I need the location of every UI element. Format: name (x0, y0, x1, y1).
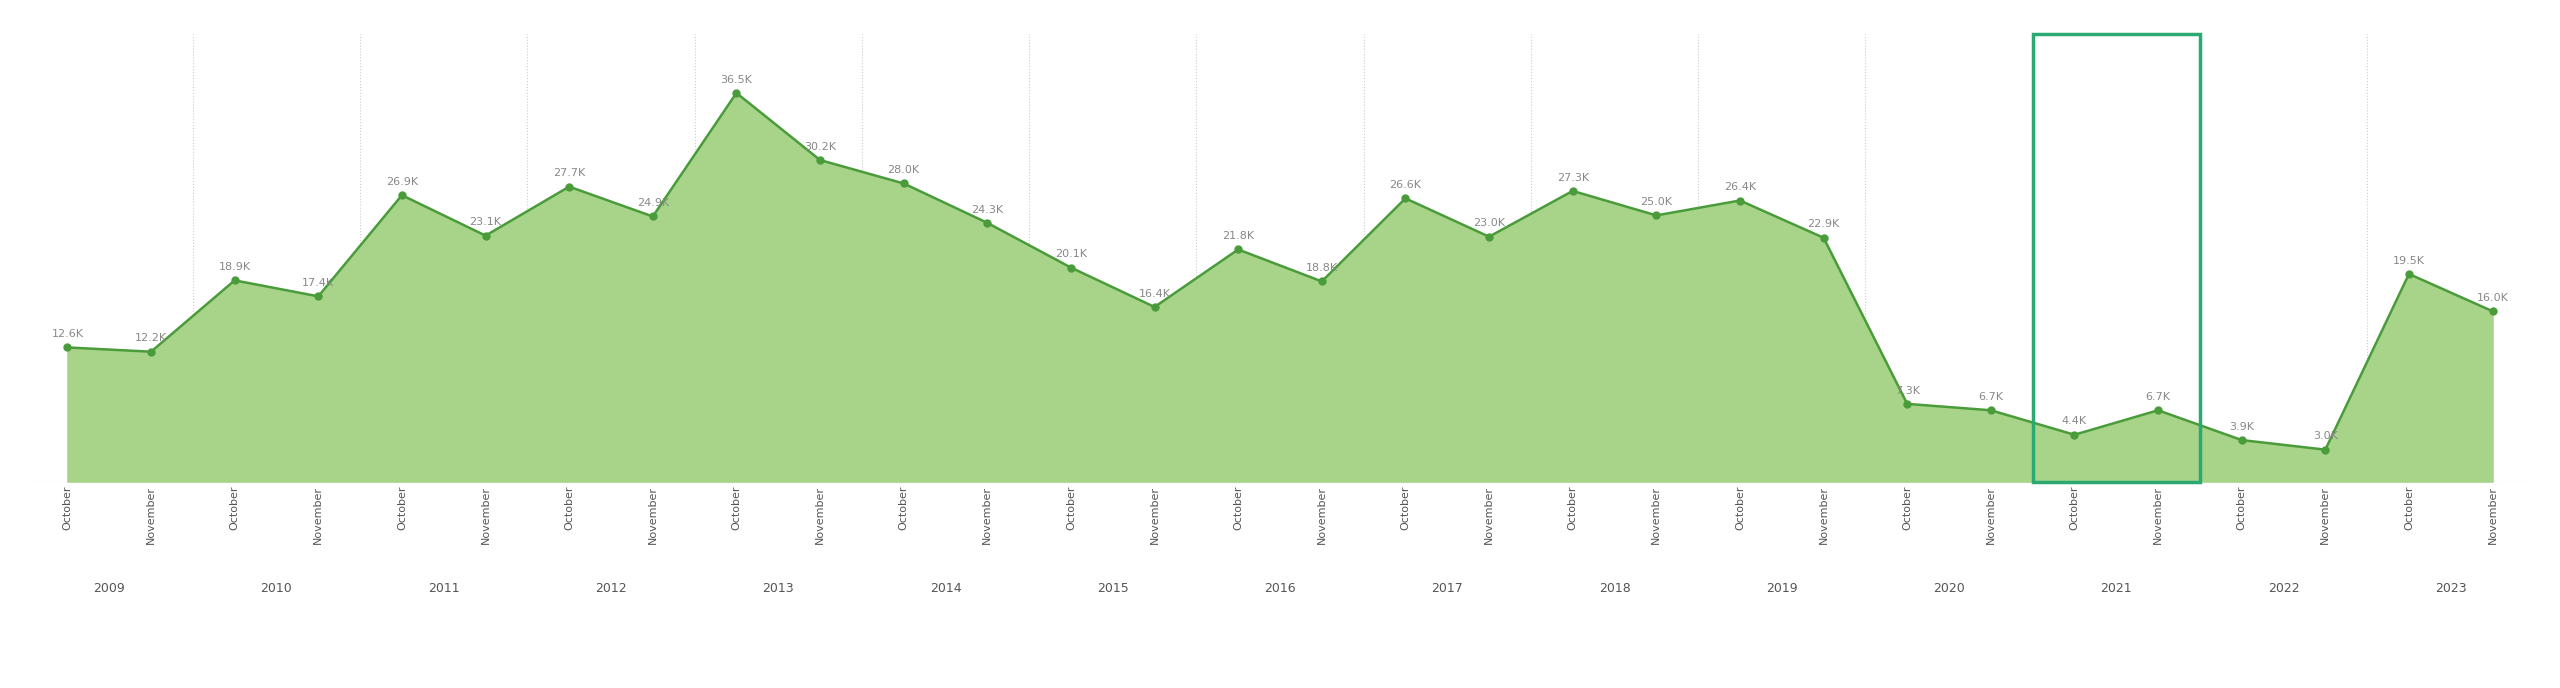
Text: 3.9K: 3.9K (2230, 422, 2255, 432)
Point (1971, 405, 2012, 416)
Text: 18.8K: 18.8K (1306, 263, 1339, 273)
Text: 22.9K: 22.9K (1807, 219, 1841, 229)
Text: 2023: 2023 (2435, 581, 2468, 594)
Text: 2015: 2015 (1096, 581, 1129, 594)
Point (46, 342, 87, 353)
Text: 16.4K: 16.4K (1139, 289, 1170, 299)
Text: 27.7K: 27.7K (553, 169, 586, 178)
Text: 26.4K: 26.4K (1723, 182, 1756, 192)
Point (131, 346, 172, 357)
Text: 6.7K: 6.7K (1979, 392, 2004, 402)
Point (717, 87, 758, 98)
Text: 2019: 2019 (1766, 581, 1797, 594)
Text: 2011: 2011 (428, 581, 461, 594)
Point (799, 155, 840, 166)
Text: 2012: 2012 (594, 581, 627, 594)
Text: 20.1K: 20.1K (1055, 249, 1088, 259)
Text: 26.6K: 26.6K (1390, 180, 1421, 190)
Point (1385, 193, 1426, 204)
Text: 2021: 2021 (2099, 581, 2132, 594)
Text: 21.8K: 21.8K (1221, 231, 1254, 241)
Text: 26.9K: 26.9K (387, 177, 417, 187)
Text: 4.4K: 4.4K (2061, 416, 2086, 427)
Text: 12.2K: 12.2K (136, 334, 166, 343)
Point (1551, 185, 1592, 197)
Text: 23.0K: 23.0K (1472, 218, 1505, 228)
Text: 23.1K: 23.1K (468, 217, 502, 227)
Point (2473, 305, 2514, 316)
Text: 3.0K: 3.0K (2312, 431, 2337, 441)
Text: 2013: 2013 (763, 581, 794, 594)
Point (2053, 429, 2094, 440)
Text: 19.5K: 19.5K (2394, 256, 2424, 266)
Text: 2020: 2020 (1933, 581, 1966, 594)
Point (548, 181, 589, 192)
Text: 36.5K: 36.5K (719, 74, 753, 85)
Text: 7.3K: 7.3K (1894, 385, 1920, 396)
Text: 24.9K: 24.9K (637, 198, 668, 208)
Point (2222, 435, 2263, 446)
Text: 2022: 2022 (2268, 581, 2299, 594)
Point (2138, 405, 2179, 416)
Text: 18.9K: 18.9K (218, 262, 251, 272)
Point (1134, 301, 1175, 312)
Point (968, 217, 1009, 228)
Point (215, 275, 256, 286)
Text: 2017: 2017 (1431, 581, 1464, 594)
Text: 2014: 2014 (929, 581, 963, 594)
Text: 25.0K: 25.0K (1641, 197, 1672, 207)
Text: 27.3K: 27.3K (1556, 173, 1590, 182)
Point (1469, 231, 1510, 242)
Text: 28.0K: 28.0K (888, 165, 919, 175)
Text: 30.2K: 30.2K (804, 142, 837, 152)
Point (883, 178, 924, 189)
Point (297, 291, 338, 302)
Point (632, 211, 673, 222)
Text: 2009: 2009 (92, 581, 125, 594)
Point (1720, 195, 1761, 206)
Text: 12.6K: 12.6K (51, 329, 84, 339)
Point (1050, 262, 1091, 273)
Point (1219, 244, 1260, 255)
Text: 2010: 2010 (261, 581, 292, 594)
Point (1802, 233, 1843, 244)
Text: 2018: 2018 (1597, 581, 1631, 594)
Point (381, 190, 422, 201)
Point (2388, 268, 2429, 279)
Point (1887, 398, 1928, 409)
Point (466, 230, 507, 241)
Point (2304, 444, 2345, 455)
Point (1300, 276, 1341, 287)
Text: 17.4K: 17.4K (302, 278, 335, 288)
Text: 2016: 2016 (1265, 581, 1295, 594)
Text: 24.3K: 24.3K (970, 204, 1004, 215)
Text: 6.7K: 6.7K (2145, 392, 2171, 402)
Text: 16.0K: 16.0K (2476, 293, 2509, 303)
Point (1636, 210, 1677, 221)
